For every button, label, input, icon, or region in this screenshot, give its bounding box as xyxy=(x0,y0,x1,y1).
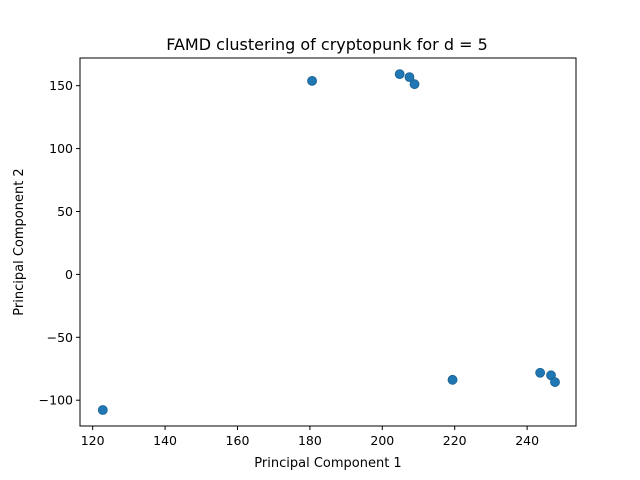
data-point xyxy=(394,69,405,80)
data-point xyxy=(307,75,317,86)
y-tick-label: −50 xyxy=(47,330,73,345)
y-tick-label: 150 xyxy=(49,78,73,93)
plot-area xyxy=(79,57,577,427)
x-tick-label: 140 xyxy=(153,433,177,448)
data-points xyxy=(97,69,560,415)
y-tick-label: −100 xyxy=(39,393,73,408)
x-tick-label: 120 xyxy=(81,433,105,448)
y-tick-label: 50 xyxy=(57,204,73,219)
y-axis-label: Principal Component 2 xyxy=(12,168,27,315)
data-point xyxy=(550,377,560,387)
x-axis-label: Principal Component 1 xyxy=(254,456,401,471)
x-tick-label: 240 xyxy=(515,433,539,448)
plot-frame xyxy=(79,57,577,427)
data-point xyxy=(535,367,546,378)
x-tick-label: 160 xyxy=(226,433,250,448)
y-tick-label: 100 xyxy=(49,141,73,156)
data-point xyxy=(97,405,108,415)
x-axis: 120 140 160 180 200 220 240 xyxy=(81,426,539,448)
data-point xyxy=(409,79,420,90)
data-point xyxy=(404,72,415,83)
chart-title: FAMD clustering of cryptopunk for d = 5 xyxy=(166,35,488,54)
x-tick-label: 200 xyxy=(370,433,394,448)
y-tick-label: 0 xyxy=(65,267,73,282)
x-tick-label: 180 xyxy=(298,433,322,448)
data-point xyxy=(447,374,458,385)
x-tick-label: 220 xyxy=(443,433,467,448)
y-axis: −100 −50 0 50 100 150 xyxy=(39,78,80,408)
